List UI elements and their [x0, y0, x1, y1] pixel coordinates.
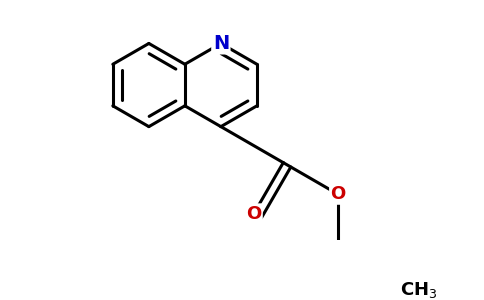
Text: CH$_3$: CH$_3$	[400, 280, 438, 300]
Text: O: O	[246, 205, 261, 223]
Text: O: O	[331, 185, 346, 203]
Text: N: N	[213, 34, 229, 53]
